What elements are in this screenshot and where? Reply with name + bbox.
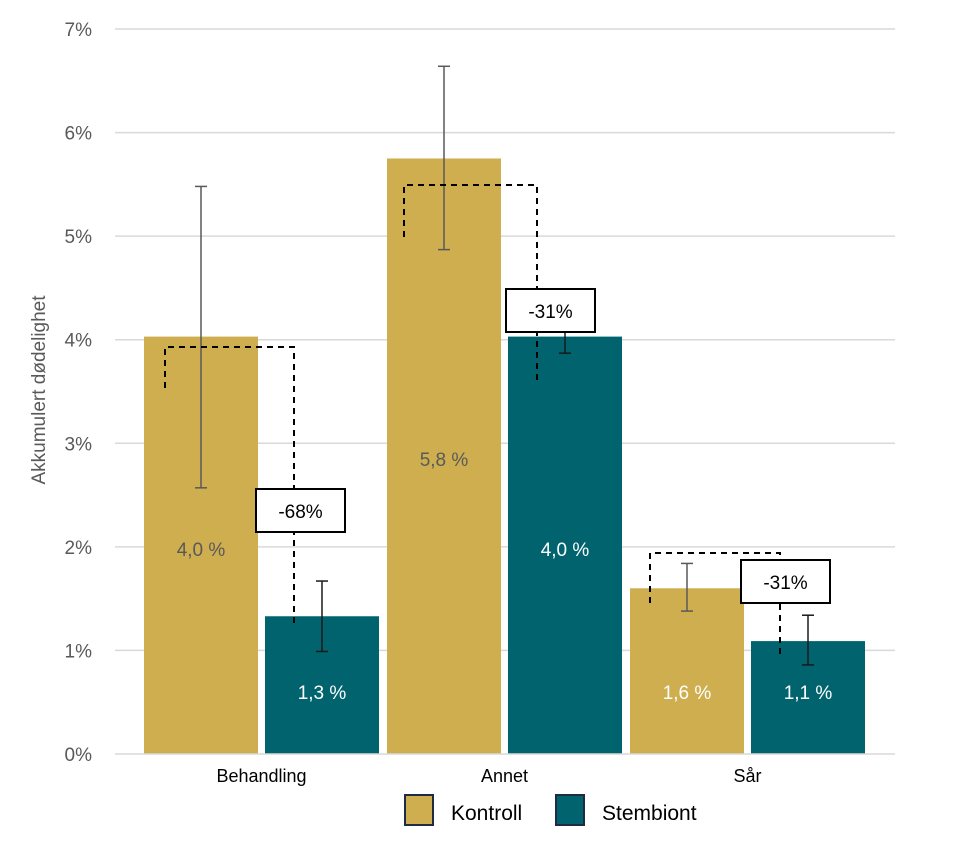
- y-tick-label: 0%: [65, 745, 93, 766]
- y-tick-label: 1%: [65, 641, 93, 662]
- data-label: 4,0 %: [177, 540, 226, 561]
- category-label: Annet: [481, 766, 528, 786]
- y-tick-label: 3%: [65, 434, 93, 455]
- legend-label: Stembiont: [602, 802, 697, 825]
- category-label: Behandling: [216, 766, 306, 786]
- data-label: 1,3 %: [298, 683, 347, 704]
- data-label: 1,6 %: [663, 683, 712, 704]
- dashed-bracket: [164, 346, 295, 628]
- data-label: 1,1 %: [784, 683, 833, 704]
- y-tick-label: 5%: [65, 227, 93, 248]
- bar-kontroll: [387, 158, 501, 754]
- legend-label: Kontroll: [451, 802, 522, 825]
- change-label: -31%: [763, 573, 807, 594]
- bars: 4,0 % 1,3 % 5,8 % 4,0 % 1,6 % 1,1 %: [144, 65, 865, 754]
- change-box: [740, 559, 831, 604]
- change-box: [505, 288, 596, 333]
- bar-kontroll: [630, 588, 744, 754]
- change-label: -68%: [278, 502, 322, 523]
- change-annotations: -68% -31% -31%: [164, 184, 831, 655]
- y-tick-label: 6%: [65, 124, 93, 145]
- change-box: [255, 488, 346, 533]
- legend: Kontroll Stembiont: [404, 794, 697, 826]
- y-axis-label: Akkumulert dødelighet: [29, 295, 50, 485]
- bar-stembiont: [508, 336, 622, 754]
- y-tick-label: 7%: [65, 20, 93, 41]
- category-label: Sår: [733, 766, 761, 786]
- change-label: -31%: [528, 302, 572, 323]
- data-label: 5,8 %: [420, 450, 469, 471]
- legend-swatch-kontroll: [404, 794, 434, 826]
- y-axis-ticks: 0% 1% 2% 3% 4% 5% 6% 7%: [65, 20, 93, 766]
- dashed-bracket: [403, 184, 538, 381]
- x-axis-categories: Behandling Annet Sår: [216, 766, 761, 786]
- y-tick-label: 2%: [65, 538, 93, 559]
- data-label: 4,0 %: [541, 540, 590, 561]
- legend-swatch-stembiont: [555, 794, 585, 826]
- y-tick-label: 4%: [65, 331, 93, 352]
